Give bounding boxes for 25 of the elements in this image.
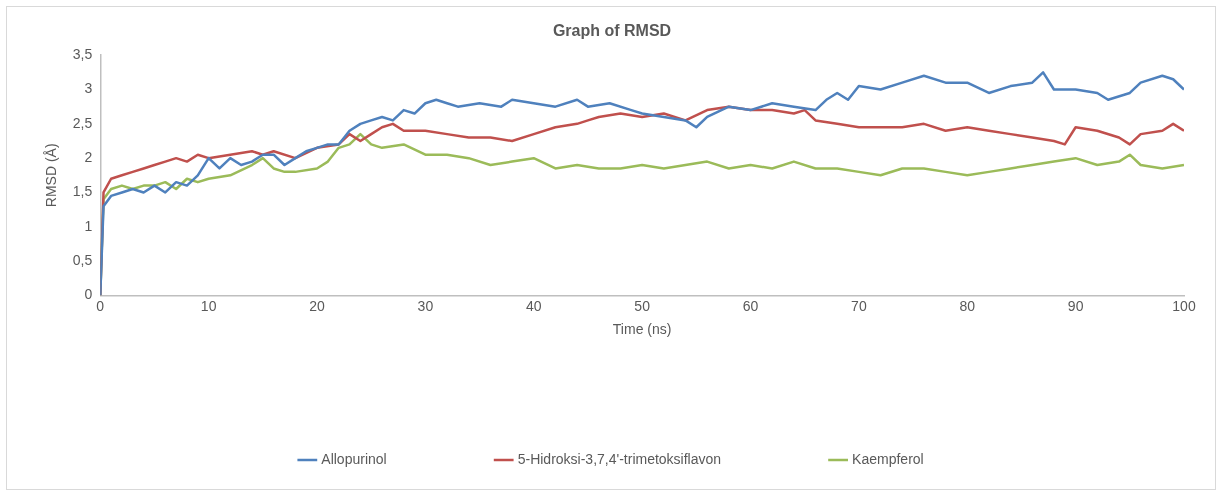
x-tick-label: 70 [851, 297, 867, 314]
x-tick-label: 0 [96, 297, 105, 314]
y-tick-label: 0,5 [72, 251, 93, 268]
y-tick-label: 3 [84, 80, 93, 97]
x-tick-label: 80 [959, 297, 976, 314]
y-tick-label: 1,5 [72, 183, 93, 200]
y-axis-title: RMSD (Å) [43, 143, 60, 208]
legend-label: Kaempferol [852, 450, 924, 467]
x-tick-label: 40 [525, 297, 542, 314]
y-tick-label: 1 [84, 217, 93, 234]
x-tick-label: 100 [1172, 297, 1196, 314]
legend-label: 5-Hidroksi-3,7,4'-trimetoksiflavon [517, 450, 722, 467]
chart-title: Graph of RMSD [552, 22, 672, 40]
x-tick-label: 90 [1067, 297, 1084, 314]
y-tick-label: 0 [84, 286, 93, 303]
x-tick-label: 30 [417, 297, 434, 314]
x-tick-label: 50 [634, 297, 651, 314]
x-tick-label: 10 [200, 297, 217, 314]
legend-label: Allopurinol [321, 450, 387, 467]
y-tick-label: 2,5 [72, 114, 93, 131]
x-tick-label: 60 [742, 297, 759, 314]
x-tick-label: 20 [309, 297, 326, 314]
y-tick-label: 2 [84, 149, 93, 165]
y-tick-label: 3,5 [72, 46, 93, 63]
x-axis-title: Time (ns) [612, 321, 672, 338]
